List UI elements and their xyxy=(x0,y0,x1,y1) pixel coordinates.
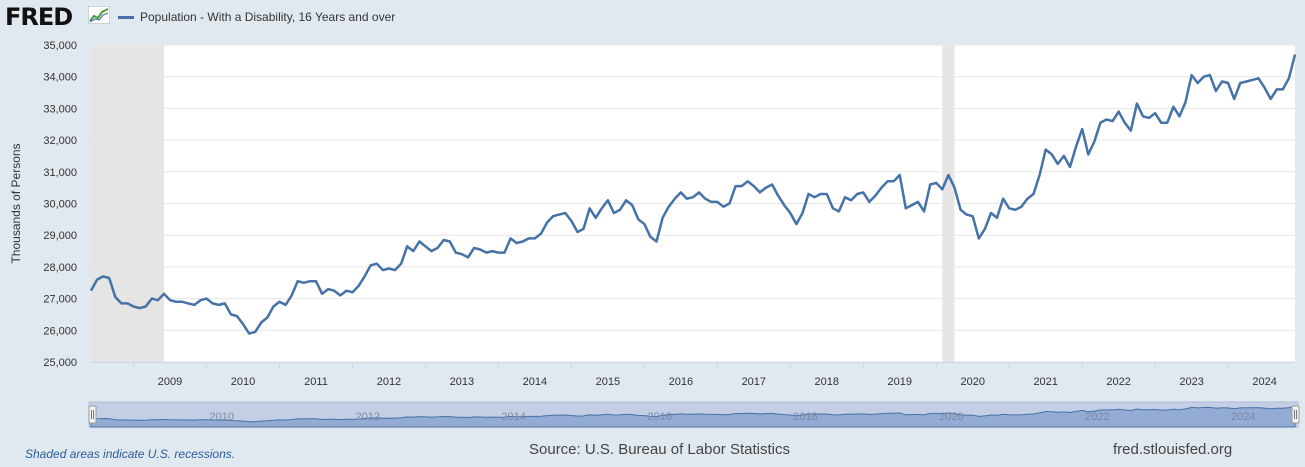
y-tick-label: 34,000 xyxy=(43,72,77,84)
x-tick-label: 2020 xyxy=(960,376,984,388)
x-tick-label: 2013 xyxy=(450,376,474,388)
navigator-left-handle[interactable] xyxy=(88,405,97,424)
navigator-label: 2014 xyxy=(501,411,525,423)
chart-header: FRED Population - With a Disability, 16 … xyxy=(0,0,1305,34)
y-tick-label: 27,000 xyxy=(43,294,77,306)
x-tick-label: 2014 xyxy=(523,376,547,388)
x-tick-label: 2018 xyxy=(815,376,839,388)
y-tick-label: 35,000 xyxy=(43,40,77,52)
y-tick-label: 28,000 xyxy=(43,262,77,274)
y-axis-title: Thousands of Persons xyxy=(9,143,23,263)
navigator-label: 2010 xyxy=(210,411,234,423)
navigator-label: 2012 xyxy=(355,411,379,423)
navigator-label: 2016 xyxy=(647,411,671,423)
navigator-label: 2020 xyxy=(939,411,963,423)
recession-note: Shaded areas indicate U.S. recessions. xyxy=(25,447,236,461)
chart-legend[interactable]: Population - With a Disability, 16 Years… xyxy=(118,9,395,25)
navigator-right-handle[interactable] xyxy=(1291,405,1300,424)
y-tick-label: 25,000 xyxy=(43,357,77,369)
x-tick-label: 2022 xyxy=(1106,376,1130,388)
y-tick-label: 31,000 xyxy=(43,167,77,179)
x-tick-label: 2019 xyxy=(888,376,912,388)
x-tick-label: 2023 xyxy=(1179,376,1203,388)
x-tick-label: 2017 xyxy=(742,376,766,388)
x-tick-label: 2009 xyxy=(158,376,182,388)
fred-url-link[interactable]: fred.stlouisfed.org xyxy=(1113,441,1233,458)
x-tick-label: 2021 xyxy=(1033,376,1057,388)
y-tick-label: 30,000 xyxy=(43,199,77,211)
line-graph-icon xyxy=(88,6,110,24)
navigator-label: 2024 xyxy=(1231,411,1255,423)
x-tick-label: 2015 xyxy=(596,376,620,388)
x-tick-label: 2010 xyxy=(231,376,255,388)
legend-label: Population - With a Disability, 16 Years… xyxy=(140,10,396,24)
source-label: Source: U.S. Bureau of Labor Statistics xyxy=(529,441,790,458)
y-tick-label: 33,000 xyxy=(43,103,77,115)
line-chart[interactable]: 25,000 26,000 27,000 28,000 29,000 30,000 31,0… xyxy=(0,0,1305,440)
navigator-label: 2018 xyxy=(793,411,817,423)
series-line xyxy=(89,54,1297,335)
x-tick-label: 2024 xyxy=(1252,376,1276,388)
y-tick-label: 32,000 xyxy=(43,135,77,147)
x-tick-label: 2011 xyxy=(304,376,328,388)
x-tick-label: 2016 xyxy=(669,376,693,388)
x-tick-label: 2012 xyxy=(377,376,401,388)
fred-logo[interactable]: FRED xyxy=(5,3,73,31)
y-tick-label: 26,000 xyxy=(43,325,77,337)
y-tick-label: 29,000 xyxy=(43,230,77,242)
navigator-label: 2022 xyxy=(1085,411,1109,423)
legend-swatch xyxy=(118,15,134,19)
navigator-series xyxy=(90,405,1296,428)
